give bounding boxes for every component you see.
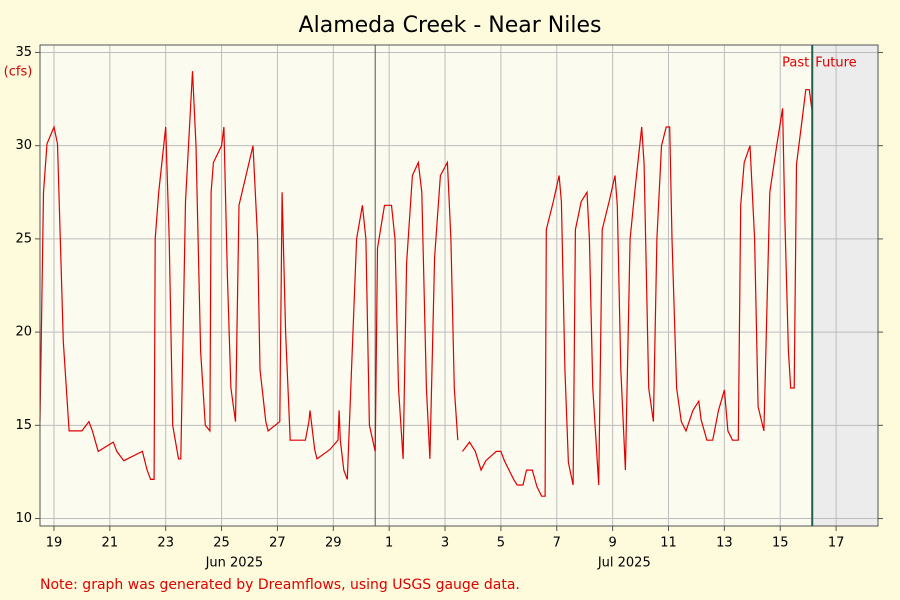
- y-unit-label: (cfs): [4, 65, 33, 80]
- y-tick-label: 20: [15, 325, 32, 340]
- y-tick-label: 30: [15, 138, 32, 153]
- flow-line: [39, 71, 813, 497]
- x-tick-label: 7: [553, 536, 561, 551]
- y-tick-label: 35: [15, 45, 32, 60]
- x-tick-label: 13: [716, 536, 733, 551]
- month-label: Jul 2025: [597, 556, 651, 571]
- plot-area: [40, 45, 878, 526]
- x-tick-label: 3: [441, 536, 449, 551]
- past-label: Past: [782, 56, 809, 71]
- x-tick-label: 29: [325, 536, 342, 551]
- x-tick-label: 9: [608, 536, 616, 551]
- plot-layer: [39, 45, 878, 526]
- note: Note: graph was generated by Dreamflows,…: [40, 577, 520, 593]
- x-tick-label: 21: [102, 536, 119, 551]
- plot-frame: [39, 44, 879, 527]
- x-tick-label: 17: [828, 536, 845, 551]
- x-tick-label: 19: [46, 536, 63, 551]
- x-tick-label: 15: [772, 536, 789, 551]
- x-tick-label: 11: [660, 536, 677, 551]
- x-tick-label: 5: [497, 536, 505, 551]
- x-tick-label: 1: [385, 536, 393, 551]
- future-region: [812, 45, 878, 526]
- y-tick-label: 10: [15, 511, 32, 526]
- y-tick-label: 25: [15, 231, 32, 246]
- x-tick-label: 25: [213, 536, 230, 551]
- month-label: Jun 2025: [205, 556, 264, 571]
- chart-title: Alameda Creek - Near Niles: [299, 13, 602, 38]
- y-tick-label: 15: [15, 418, 32, 433]
- x-tick-label: 23: [157, 536, 174, 551]
- future-label: Future: [815, 56, 856, 71]
- x-tick-label: 27: [269, 536, 286, 551]
